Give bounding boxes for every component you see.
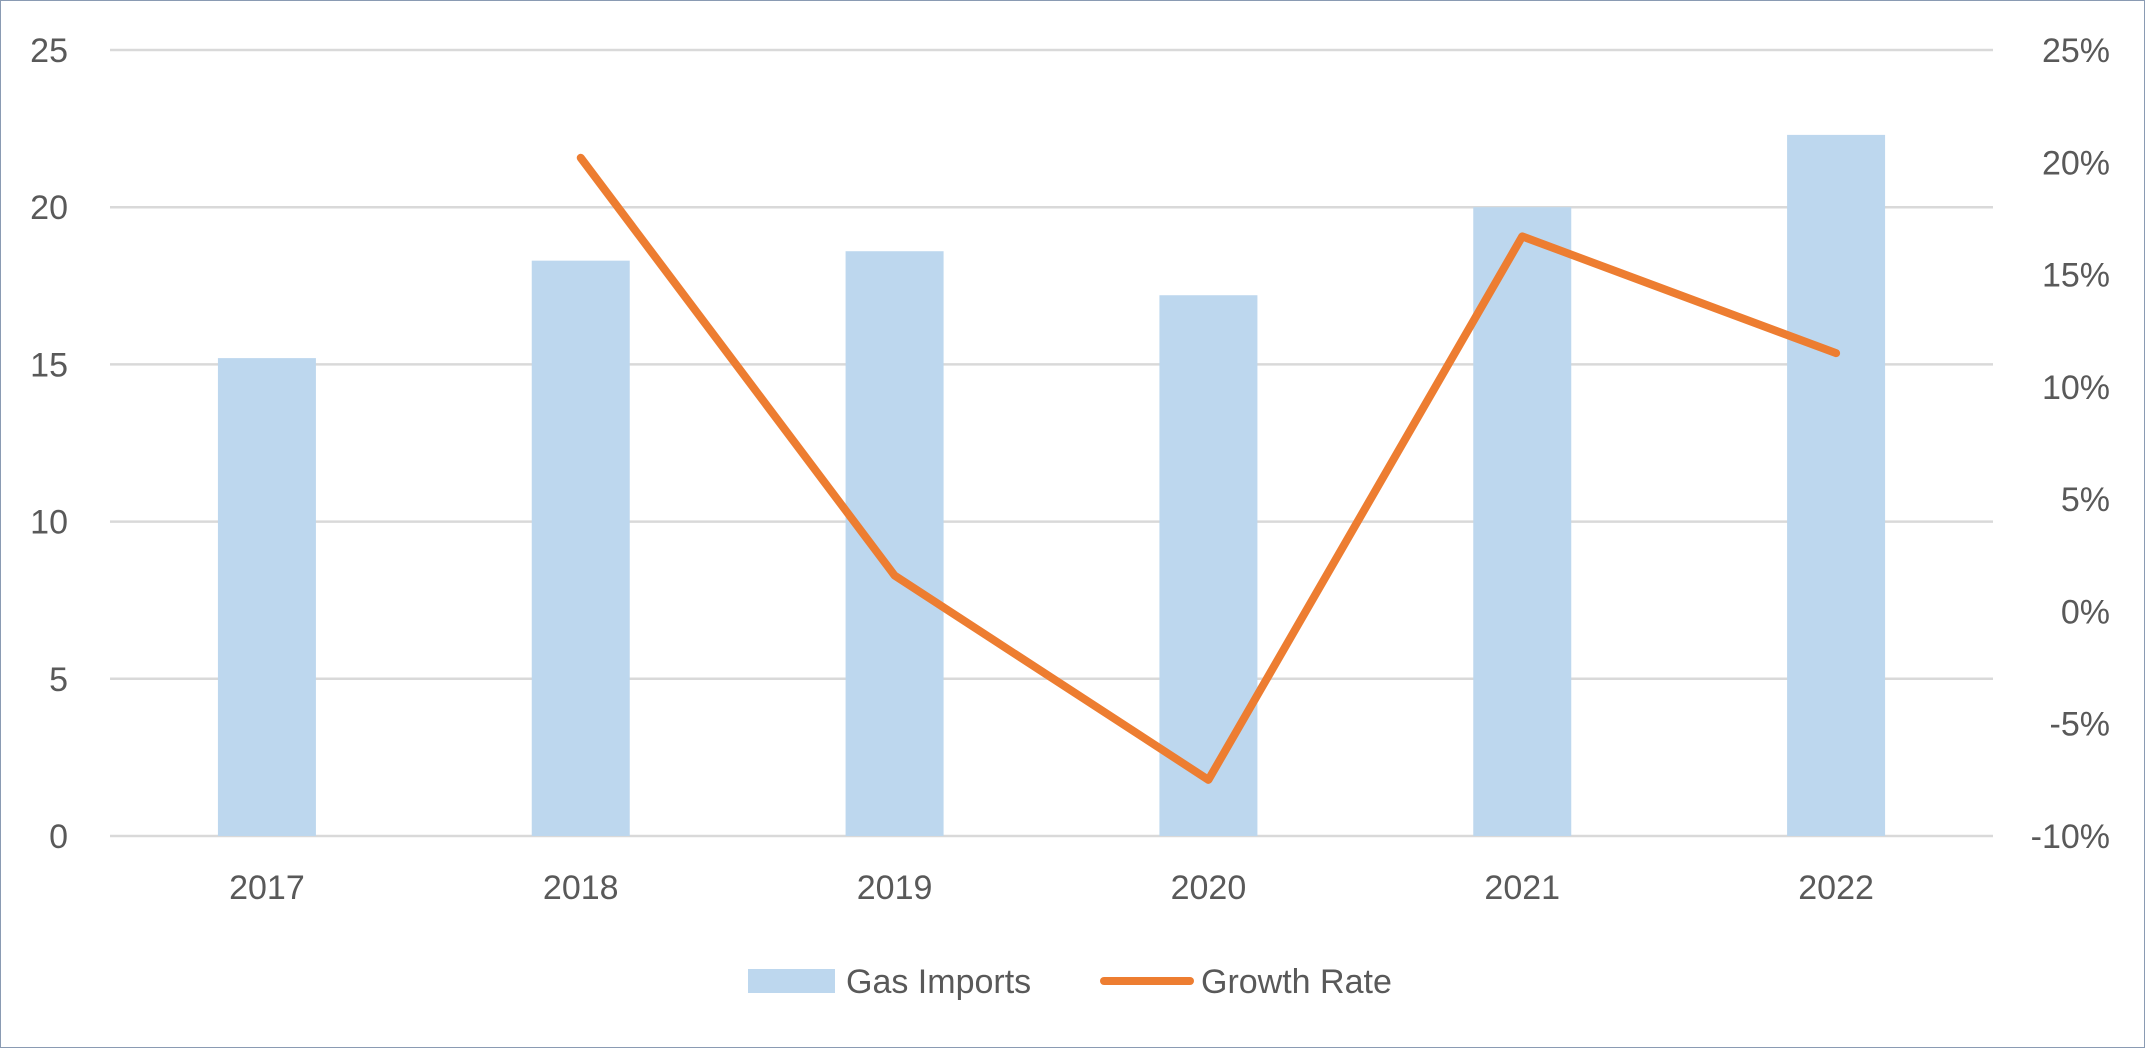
bar-2018	[531, 260, 630, 836]
right-tick-label: 20%	[2042, 144, 2110, 182]
legend: Gas Imports Growth Rate	[748, 963, 1392, 1001]
x-axis-ticks: 2017 2018 2019 2020 2021 2022	[229, 869, 1874, 907]
x-tick-label: 2022	[1798, 869, 1874, 907]
right-tick-label: -5%	[2050, 706, 2110, 744]
bar-2017	[217, 358, 316, 836]
bar-series-gas-imports	[217, 134, 1886, 836]
bar-2021	[1473, 207, 1572, 836]
bar-2020	[1159, 295, 1258, 836]
left-tick-label: 25	[30, 32, 68, 70]
right-tick-label: 5%	[2061, 481, 2110, 519]
bar-2019	[845, 251, 944, 836]
right-tick-label: -10%	[2031, 818, 2110, 856]
x-tick-label: 2018	[543, 869, 619, 907]
x-tick-label: 2019	[857, 869, 933, 907]
x-tick-label: 2017	[229, 869, 305, 907]
left-tick-label: 15	[30, 346, 68, 384]
left-tick-label: 20	[30, 189, 68, 227]
left-tick-label: 5	[49, 661, 68, 699]
right-tick-label: 25%	[2042, 32, 2110, 70]
legend-label-growth-rate: Growth Rate	[1201, 963, 1392, 1001]
line-series-growth-rate	[576, 153, 1841, 784]
bar-2022	[1787, 134, 1886, 836]
legend-label-gas-imports: Gas Imports	[846, 963, 1031, 1001]
right-tick-label: 15%	[2042, 257, 2110, 295]
left-tick-label: 0	[49, 818, 68, 856]
right-tick-label: 0%	[2061, 593, 2110, 631]
left-tick-label: 10	[30, 504, 68, 542]
x-tick-label: 2021	[1484, 869, 1560, 907]
left-axis-ticks: 0 5 10 15 20 25	[30, 32, 68, 856]
gridlines	[110, 48, 1993, 838]
right-axis-ticks: -10% -5% 0% 5% 10% 15% 20% 25%	[2031, 32, 2110, 856]
legend-swatch-gas-imports	[748, 969, 835, 993]
right-tick-label: 10%	[2042, 369, 2110, 407]
x-tick-label: 2020	[1171, 869, 1247, 907]
